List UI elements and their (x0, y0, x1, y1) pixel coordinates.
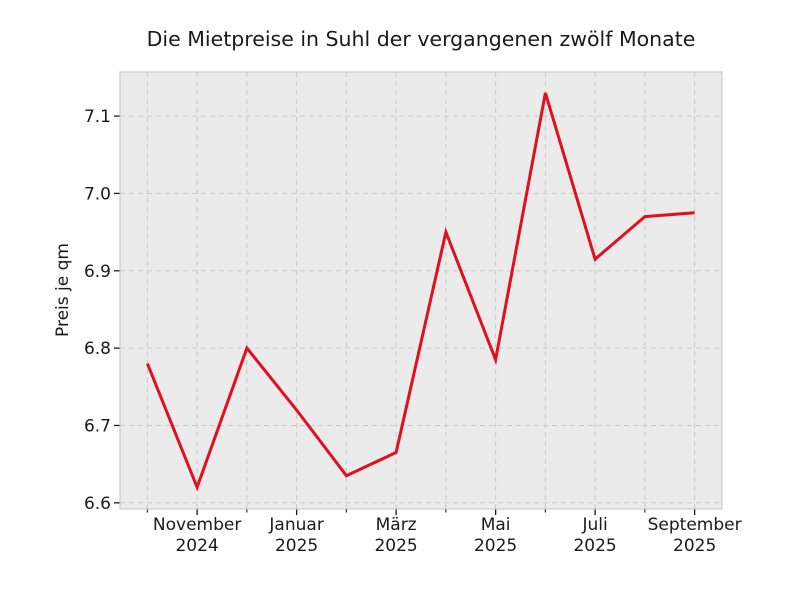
y-axis-label: Preis je qm (53, 243, 73, 337)
x-tick-label: Juli 2025 (573, 515, 616, 556)
y-tick-label: 6.8 (84, 339, 111, 359)
plot-layer: 6.6 6.7 6.8 6.9 7.0 7.1 November 2024 Januar 2025… (84, 71, 742, 556)
y-tick-label: 6.9 (84, 262, 111, 282)
y-tick-label: 6.6 (84, 494, 111, 514)
price-line (146, 92, 695, 492)
x-tick-label: Mai 2025 (474, 515, 517, 556)
plot-border (119, 71, 723, 510)
chart-title: Die Mietpreise in Suhl der vergangenen z… (147, 27, 696, 51)
x-tick-label: Januar 2025 (268, 515, 323, 556)
x-tick-label: März 2025 (374, 515, 417, 556)
y-tick-label: 7.1 (84, 107, 111, 127)
y-tick-label: 6.7 (84, 416, 111, 436)
x-tick-label: September 2025 (648, 515, 742, 556)
y-tick-label: 7.0 (84, 184, 111, 204)
plot-background (120, 72, 722, 509)
x-tick-label: November 2024 (153, 515, 241, 556)
